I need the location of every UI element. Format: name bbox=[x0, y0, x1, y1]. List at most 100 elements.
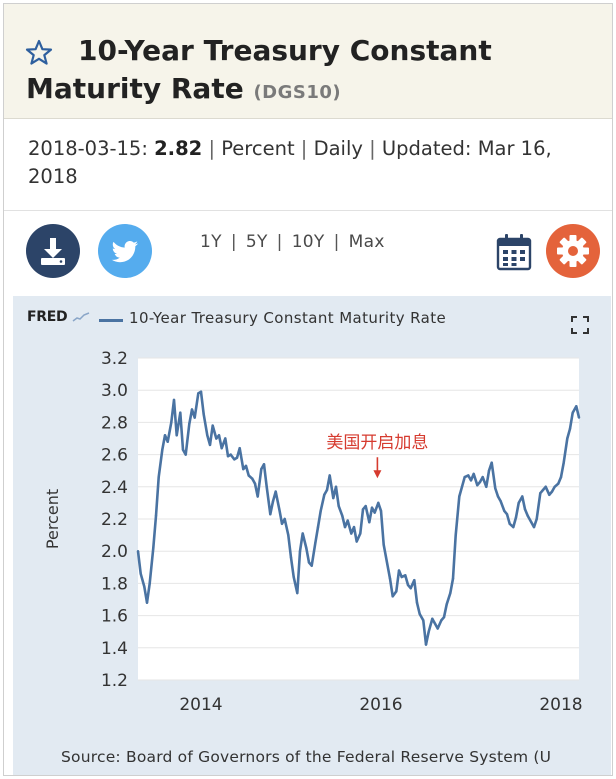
data-point bbox=[397, 569, 401, 572]
data-point bbox=[251, 477, 254, 480]
data-point bbox=[202, 413, 205, 416]
data-point bbox=[418, 612, 421, 616]
y-tick-label: 1.6 bbox=[101, 607, 128, 627]
y-tick-label: 1.8 bbox=[101, 574, 128, 594]
y-tick-label: 1.2 bbox=[101, 671, 128, 691]
chart-panel: FRED 10-Year Treasury Constant Maturity … bbox=[13, 296, 611, 775]
data-point bbox=[377, 501, 380, 505]
meta-separator: | bbox=[208, 137, 216, 160]
data-point bbox=[154, 514, 158, 517]
data-point bbox=[449, 591, 452, 595]
data-point bbox=[244, 464, 248, 468]
fred-logo[interactable]: FRED bbox=[27, 309, 68, 325]
data-point bbox=[247, 474, 250, 477]
observation-value: 2.82 bbox=[154, 137, 203, 160]
data-point bbox=[379, 509, 383, 513]
settings-button[interactable] bbox=[546, 224, 600, 278]
divider bbox=[4, 210, 612, 211]
series-id: (DGS10) bbox=[253, 82, 342, 103]
x-tick-label: 2016 bbox=[359, 695, 402, 715]
range-10y[interactable]: 10Y bbox=[291, 232, 325, 252]
data-point bbox=[409, 587, 412, 590]
data-point bbox=[404, 574, 407, 577]
data-point bbox=[508, 522, 511, 525]
data-point bbox=[305, 546, 308, 550]
download-icon bbox=[41, 238, 65, 265]
page-title: 10-Year Treasury Constant Maturity Rate … bbox=[26, 32, 596, 112]
data-point bbox=[341, 514, 344, 517]
data-point bbox=[440, 619, 443, 622]
range-separator: | bbox=[276, 232, 283, 252]
data-point bbox=[211, 424, 214, 427]
data-point bbox=[370, 506, 374, 509]
data-point bbox=[346, 519, 349, 522]
x-tick-label: 2018 bbox=[539, 695, 582, 715]
data-point bbox=[152, 546, 155, 550]
page-frame: 10-Year Treasury Constant Maturity Rate … bbox=[3, 3, 613, 776]
data-point bbox=[532, 525, 536, 529]
series-header: 10-Year Treasury Constant Maturity Rate … bbox=[4, 4, 612, 119]
y-tick-label: 2.6 bbox=[101, 446, 128, 466]
data-point bbox=[224, 437, 227, 440]
download-button[interactable] bbox=[26, 224, 80, 278]
data-point bbox=[287, 533, 290, 537]
data-point bbox=[476, 484, 479, 487]
title-text: 10-Year Treasury Constant Maturity Rate bbox=[26, 34, 492, 105]
data-point bbox=[283, 517, 286, 521]
data-point bbox=[562, 461, 565, 464]
data-point bbox=[472, 472, 475, 476]
data-point bbox=[301, 532, 304, 535]
data-point bbox=[188, 422, 191, 426]
fullscreen-icon[interactable] bbox=[571, 316, 589, 334]
updated-label: Updated: bbox=[381, 137, 472, 160]
data-point bbox=[415, 601, 419, 604]
data-point bbox=[460, 485, 464, 488]
data-point bbox=[265, 485, 268, 488]
data-point bbox=[523, 508, 527, 511]
data-point bbox=[550, 490, 554, 493]
data-point bbox=[505, 513, 509, 516]
data-point bbox=[512, 525, 515, 529]
data-point bbox=[424, 643, 428, 646]
data-point bbox=[343, 525, 347, 529]
data-point bbox=[478, 480, 482, 484]
data-point bbox=[175, 434, 178, 437]
data-point bbox=[337, 504, 340, 508]
calendar-icon[interactable] bbox=[496, 232, 532, 272]
y-tick-label: 3.2 bbox=[101, 349, 128, 369]
data-point bbox=[181, 448, 185, 451]
range-5y[interactable]: 5Y bbox=[245, 232, 268, 252]
data-point bbox=[427, 630, 430, 633]
y-axis-label: Percent bbox=[43, 489, 62, 549]
data-point bbox=[481, 475, 484, 479]
data-point bbox=[215, 437, 218, 440]
data-point bbox=[179, 411, 182, 414]
data-point bbox=[278, 508, 281, 511]
y-tick-label: 1.4 bbox=[101, 639, 128, 659]
data-point bbox=[328, 474, 331, 477]
data-point bbox=[166, 440, 169, 443]
data-point bbox=[332, 496, 335, 500]
legend-label: 10-Year Treasury Constant Maturity Rate bbox=[129, 309, 447, 327]
twitter-button[interactable] bbox=[98, 224, 152, 278]
data-point bbox=[539, 492, 542, 495]
data-point bbox=[161, 448, 164, 451]
data-point bbox=[490, 461, 493, 464]
data-point bbox=[139, 572, 142, 575]
data-point bbox=[143, 585, 146, 588]
updated-date: Mar 16, 2018 bbox=[28, 137, 552, 188]
data-point bbox=[568, 427, 572, 430]
data-point bbox=[514, 516, 518, 519]
data-point bbox=[319, 509, 322, 513]
star-icon[interactable] bbox=[24, 38, 54, 68]
data-point bbox=[575, 405, 578, 408]
data-point bbox=[242, 467, 245, 471]
data-point bbox=[145, 601, 149, 604]
data-point bbox=[226, 455, 230, 458]
data-point bbox=[359, 532, 362, 535]
data-point bbox=[148, 582, 151, 585]
data-point bbox=[310, 564, 313, 567]
range-max[interactable]: Max bbox=[348, 232, 385, 252]
data-point bbox=[386, 562, 389, 566]
range-1y[interactable]: 1Y bbox=[200, 232, 222, 252]
